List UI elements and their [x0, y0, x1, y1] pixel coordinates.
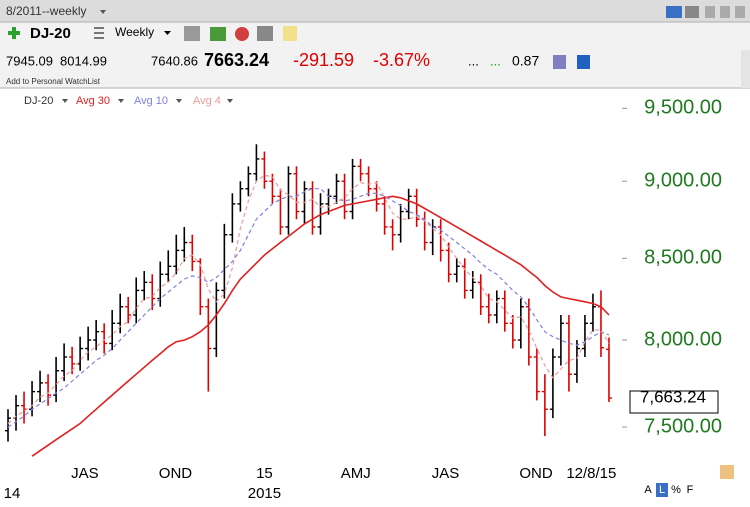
- change: -291.59: [293, 50, 354, 70]
- dots: ...: [490, 53, 501, 68]
- icon[interactable]: [184, 26, 200, 41]
- moving-average: [7, 188, 610, 428]
- pencil-icon[interactable]: [720, 465, 734, 479]
- icon[interactable]: [705, 6, 715, 18]
- y-tick-label: 9,500.00: [644, 97, 722, 119]
- icon[interactable]: [685, 6, 699, 18]
- dropdown-arrow[interactable]: [100, 10, 106, 14]
- icon[interactable]: [553, 55, 566, 69]
- save-icon[interactable]: [577, 55, 590, 69]
- icon[interactable]: [210, 27, 226, 41]
- icon[interactable]: [735, 6, 745, 18]
- scale-button[interactable]: A: [644, 484, 652, 496]
- legend-arrow: [227, 99, 233, 103]
- moving-average: [31, 195, 610, 457]
- change-pct: -3.67%: [373, 50, 430, 70]
- watchlist-link[interactable]: Add to Personal WatchList: [6, 77, 101, 86]
- scale-button[interactable]: %: [671, 484, 681, 496]
- legend-arrow: [62, 99, 68, 103]
- button-highlight: [656, 483, 668, 497]
- ratio: 0.87: [512, 53, 539, 69]
- icon[interactable]: [235, 27, 249, 41]
- x-tick-label: AMJ: [341, 465, 371, 482]
- legend-entry: Avg 4: [193, 95, 221, 107]
- moving-average: [7, 174, 610, 424]
- y-tick-label: 8,000.00: [644, 328, 722, 350]
- x-tick-label: OND: [159, 465, 193, 482]
- high: 8014.99: [60, 53, 107, 68]
- list-icon[interactable]: [94, 27, 104, 39]
- x-tick-label: JAS: [432, 465, 460, 482]
- symbol[interactable]: DJ-20: [30, 25, 71, 42]
- legend-arrow: [118, 99, 124, 103]
- x-tick-label: 15: [256, 465, 273, 482]
- scroll[interactable]: [741, 50, 750, 88]
- scale-button[interactable]: F: [687, 484, 694, 496]
- x-tick-label: 2015: [248, 485, 281, 502]
- x-tick-label: 12/8/15: [566, 465, 616, 482]
- dropdown-arrow[interactable]: [164, 31, 171, 35]
- dots: ...: [468, 53, 479, 68]
- x-tick-label: JAS: [71, 465, 99, 482]
- toolbar: [0, 22, 750, 88]
- legend-entry: Avg 10: [134, 95, 168, 107]
- icon[interactable]: [257, 26, 273, 41]
- title-bar: [0, 0, 750, 22]
- interval[interactable]: Weekly: [115, 25, 154, 39]
- x-tick-label: OND: [519, 465, 553, 482]
- icon[interactable]: [720, 6, 730, 18]
- legend-entry: Avg 30: [76, 95, 110, 107]
- open: 7945.09: [6, 53, 53, 68]
- legend: DJ-20 Avg 30 Avg 10 Avg 4: [24, 95, 233, 107]
- legend-arrow: [176, 99, 182, 103]
- low: 7640.86: [151, 53, 198, 68]
- scale-button[interactable]: L: [659, 484, 665, 496]
- y-tick-label: 8,500.00: [644, 247, 722, 269]
- legend-entry: DJ-20: [24, 95, 53, 107]
- x-tick-label: 14: [4, 485, 21, 502]
- price-marker-label: 7,663.24: [640, 388, 706, 407]
- last: 7663.24: [204, 50, 269, 70]
- price-marker-box: [629, 390, 719, 414]
- icon[interactable]: [283, 26, 297, 41]
- y-tick-label: 9,000.00: [644, 170, 722, 192]
- add-icon[interactable]: [8, 27, 20, 39]
- y-tick-label: 7,500.00: [644, 415, 722, 437]
- period[interactable]: 8/2011--weekly: [6, 4, 86, 18]
- icon[interactable]: [666, 6, 682, 18]
